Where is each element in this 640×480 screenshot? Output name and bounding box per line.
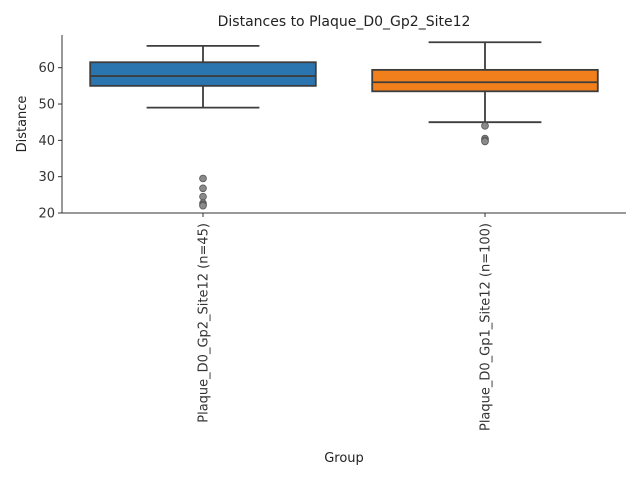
outlier-point: [199, 174, 207, 183]
y-tick-label: 50: [38, 98, 55, 113]
y-tick-label: 40: [38, 134, 55, 149]
outlier-point: [481, 122, 489, 130]
x-tick-label: Plaque_D0_Gp1_Site12 (n=100): [479, 223, 494, 431]
outlier-point: [481, 137, 489, 146]
box-group: [371, 41, 599, 146]
y-tick-label: 20: [38, 207, 55, 222]
y-tick-label: 30: [38, 170, 55, 185]
y-axis-label: Distance: [15, 96, 30, 153]
x-tick-label: Plaque_D0_Gp2_Site12 (n=45): [197, 223, 212, 423]
y-tick-label: 60: [38, 61, 55, 76]
iqr-box: [89, 61, 317, 87]
outlier-point: [199, 192, 207, 201]
iqr-box: [371, 68, 599, 93]
chart-title: Distances to Plaque_D0_Gp2_Site12: [218, 14, 471, 30]
x-axis-ticks: Plaque_D0_Gp2_Site12 (n=45) Plaque_D0_Gp1…: [197, 213, 494, 431]
plot-area: [89, 41, 599, 210]
outlier-point: [199, 184, 207, 193]
y-axis-ticks: 20 30 40 50 60: [38, 61, 62, 222]
box-group: [89, 44, 317, 210]
outlier-point: [199, 201, 207, 210]
x-axis-label: Group: [324, 451, 364, 466]
